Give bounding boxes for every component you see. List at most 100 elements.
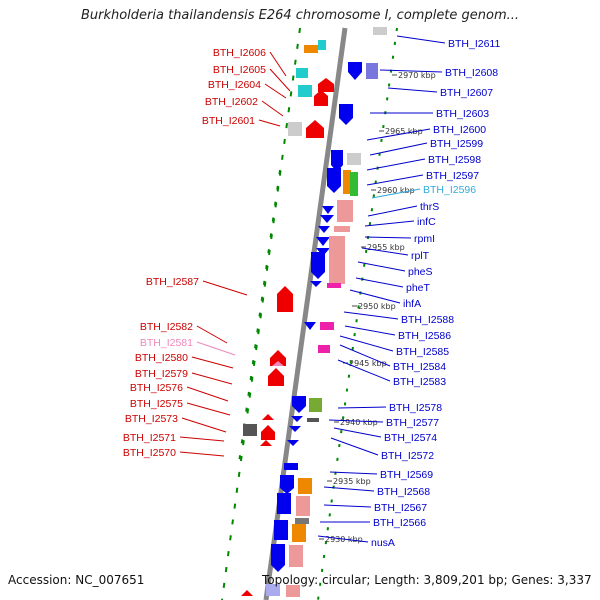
gene-arrow	[322, 206, 334, 214]
leader-line	[317, 535, 369, 543]
leader-line	[196, 325, 228, 344]
right-gene-label[interactable]: BTH_I2611	[448, 38, 500, 50]
leader-line	[191, 356, 234, 369]
kbp-tick-label: 2970 kbp	[398, 71, 436, 80]
right-gene-label[interactable]: BTH_I2583	[393, 376, 446, 388]
gene-arrow	[318, 78, 334, 92]
right-gene-label[interactable]: thrS	[420, 201, 439, 213]
leader-line	[323, 486, 375, 492]
right-gene-label[interactable]: rplT	[411, 250, 430, 262]
right-gene-label[interactable]: ihfA	[403, 298, 421, 310]
gene-box	[304, 45, 318, 53]
left-gene-label[interactable]: BTH_I2579	[135, 368, 188, 380]
gene-box	[334, 226, 350, 232]
gene-box	[343, 170, 351, 194]
right-gene-label[interactable]: BTH_I2566	[373, 517, 426, 529]
right-gene-label[interactable]: rpmI	[414, 233, 435, 245]
right-gene-label[interactable]: BTH_I2585	[396, 346, 449, 358]
right-gene-label[interactable]: BTH_I2588	[401, 314, 454, 326]
right-gene-label[interactable]: BTH_I2586	[398, 330, 451, 342]
right-gene-label[interactable]: BTH_I2608	[445, 67, 498, 79]
right-gene-label[interactable]: pheT	[406, 282, 431, 294]
gene-box	[289, 545, 303, 567]
right-gene-label[interactable]: BTH_I2567	[374, 502, 427, 514]
right-gene-label[interactable]: BTH_I2597	[426, 170, 479, 182]
left-gene-label[interactable]: BTH_I2580	[135, 352, 188, 364]
right-gene-label[interactable]: BTH_I2596	[423, 184, 476, 196]
gene-arrow	[331, 150, 343, 172]
right-gene-label[interactable]: BTH_I2607	[440, 87, 493, 99]
gene-arrow	[348, 62, 362, 80]
right-gene-label[interactable]: BTH_I2568	[377, 486, 430, 498]
right-gene-label[interactable]: BTH_I2577	[386, 417, 439, 429]
gene-arrow	[311, 252, 325, 279]
gene-box	[347, 153, 361, 165]
kbp-tick-label: 2950 kbp	[358, 302, 396, 311]
right-gene-label[interactable]: BTH_I2574	[384, 432, 437, 444]
left-gene-label[interactable]: BTH_I2573	[125, 413, 178, 425]
gene-box	[243, 424, 257, 436]
gene-box	[337, 200, 353, 222]
left-gene-label[interactable]: BTH_I2604	[208, 79, 261, 91]
leader-line	[366, 174, 424, 186]
leader-line	[379, 69, 443, 73]
leader-line	[387, 87, 438, 93]
leader-line	[339, 335, 394, 352]
left-gene-label[interactable]: BTH_I2601	[202, 115, 255, 127]
gene-box	[318, 345, 330, 353]
gene-arrow	[270, 350, 286, 366]
left-gene-label[interactable]: BTH_I2576	[130, 382, 183, 394]
left-gene-label[interactable]: BTH_I2571	[123, 432, 176, 444]
right-gene-label[interactable]: BTH_I2584	[393, 361, 446, 373]
right-gene-label[interactable]: BTH_I2598	[428, 154, 481, 166]
left-gene-label[interactable]: BTH_I2582	[140, 321, 193, 333]
kbp-tick-label: 2935 kbp	[333, 477, 371, 486]
left-gene-label[interactable]: BTH_I2602	[205, 96, 258, 108]
left-gene-label[interactable]: BTH_I2606	[213, 47, 266, 59]
leader-line	[361, 247, 409, 256]
gene-arrow	[260, 440, 272, 446]
gene-box	[320, 322, 334, 330]
gene-box	[373, 27, 387, 35]
leader-line	[186, 402, 231, 416]
gene-arrow	[277, 493, 291, 514]
left-gene-label[interactable]: BTH_I2575	[130, 398, 183, 410]
right-gene-label[interactable]: BTH_I2603	[436, 108, 489, 120]
leader-line	[344, 325, 396, 336]
left-gene-label[interactable]: BTH_I2587	[146, 276, 199, 288]
gene-arrow	[280, 475, 294, 494]
gene-box	[350, 172, 358, 196]
leader-line	[269, 68, 291, 92]
right-gene-label[interactable]: BTH_I2599	[430, 138, 483, 150]
leader-line	[202, 280, 248, 296]
right-gene-label[interactable]: BTH_I2578	[389, 402, 442, 414]
leader-line	[366, 158, 426, 171]
leader-line	[364, 236, 412, 239]
leader-line	[349, 289, 401, 304]
right-gene-label[interactable]: infC	[417, 216, 436, 228]
left-gene-label[interactable]: BTH_I2581	[140, 337, 193, 349]
gene-box	[286, 585, 300, 597]
gene-arrow	[271, 544, 285, 572]
kbp-tick-label: 2960 kbp	[377, 186, 415, 195]
topology-text: Topology: circular; Length: 3,809,201 bp…	[262, 573, 592, 587]
left-gene-label[interactable]: BTH_I2605	[213, 64, 266, 76]
gene-arrow	[261, 425, 275, 440]
right-gene-label[interactable]: BTH_I2600	[433, 124, 486, 136]
right-gene-label[interactable]: BTH_I2569	[380, 469, 433, 481]
gene-box	[329, 236, 345, 284]
leader-line	[323, 504, 372, 508]
gene-arrow	[274, 520, 288, 540]
gene-arrow	[268, 368, 284, 386]
right-gene-label[interactable]: BTH_I2572	[381, 450, 434, 462]
right-gene-label[interactable]: nusA	[371, 537, 395, 549]
kbp-tick-label: 2955 kbp	[367, 243, 405, 252]
gene-box	[296, 68, 308, 78]
left-gene-label[interactable]: BTH_I2570	[123, 447, 176, 459]
right-gene-label[interactable]: pheS	[408, 266, 433, 278]
gene-arrow	[289, 426, 301, 432]
leader-line	[337, 359, 391, 382]
leader-line	[357, 261, 406, 272]
